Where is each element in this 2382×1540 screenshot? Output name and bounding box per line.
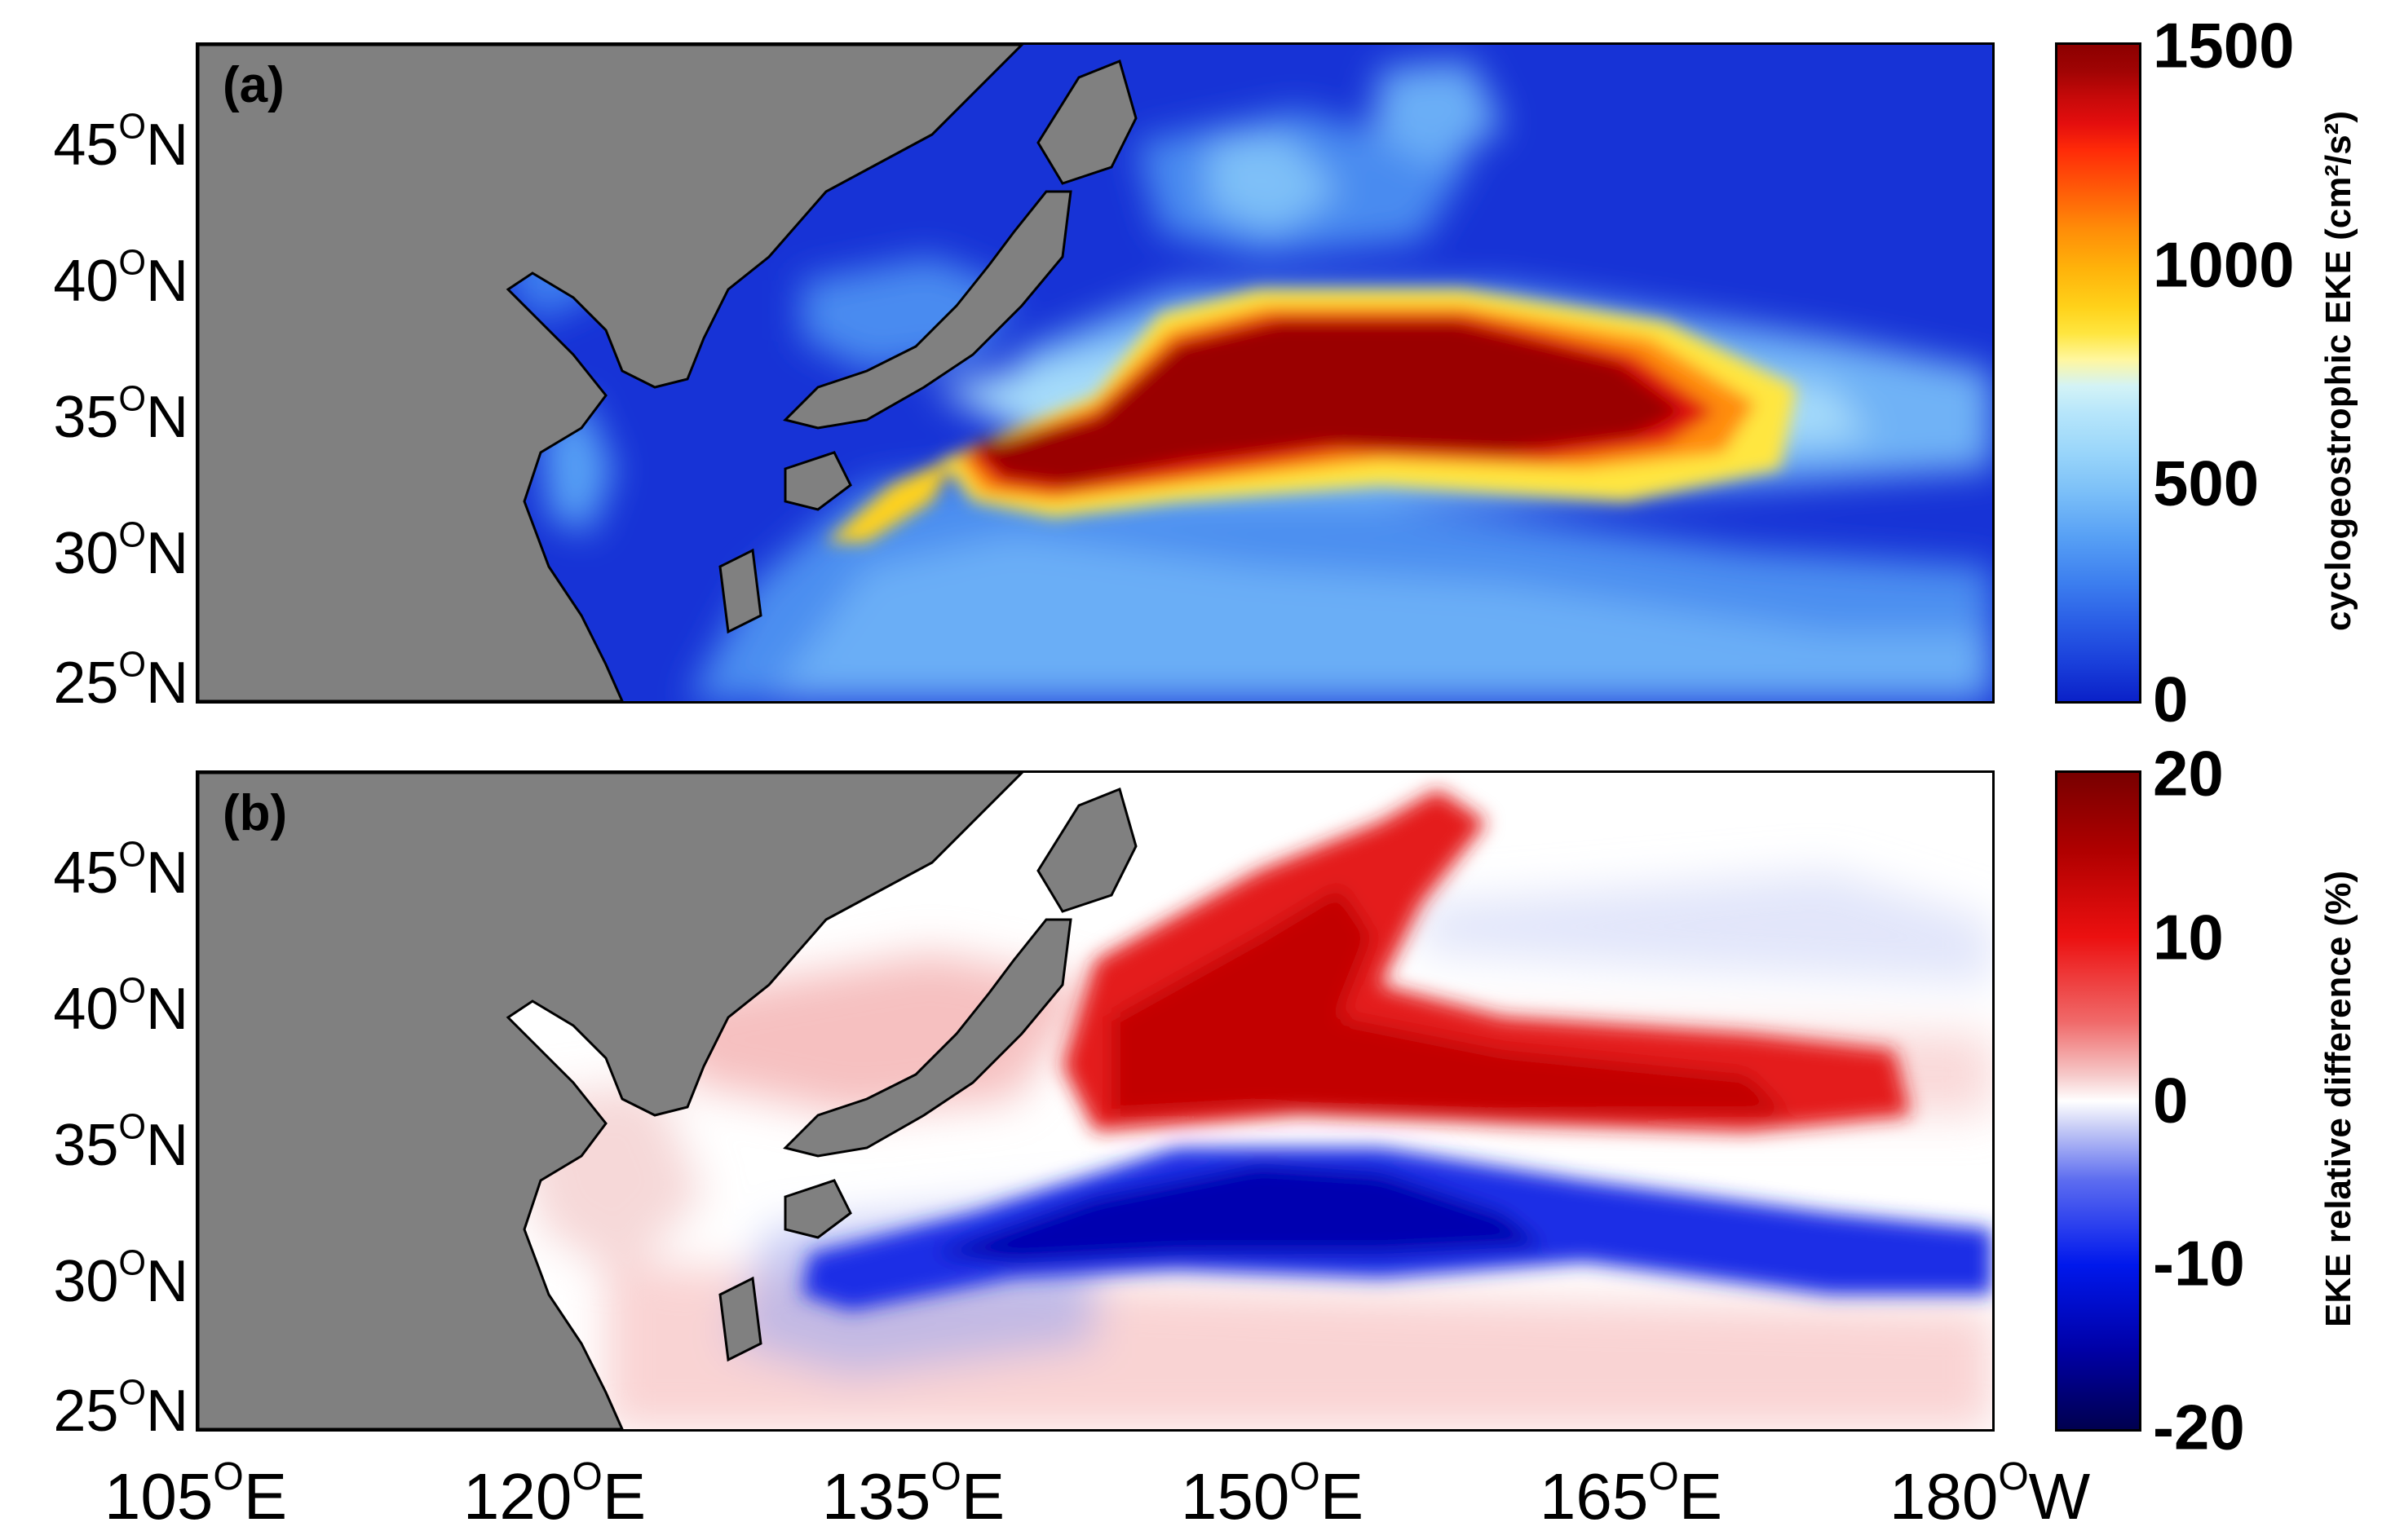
colorbar-tick: -20	[2153, 1391, 2245, 1463]
land	[198, 45, 1138, 701]
lat-tick-30n: 30ON	[53, 515, 188, 586]
eke-field-high	[826, 289, 1796, 542]
colorbar-title-b: EKE relative difference (%)	[2318, 871, 2358, 1327]
difference-field-strong	[802, 789, 1992, 1311]
colorbar-tick: 0	[2153, 1064, 2189, 1136]
colorbar-eke	[2055, 42, 2141, 704]
lat-tick-45n: 45ON	[53, 107, 188, 178]
colorbar-tick: 0	[2153, 663, 2189, 735]
colorbar-tick: 10	[2153, 901, 2224, 973]
lat-tick-40n: 40ON	[53, 243, 188, 314]
map-panel-b: (b)	[196, 770, 1995, 1432]
colorbar-tick: 500	[2153, 447, 2260, 519]
lat-tick-40n: 40ON	[53, 971, 188, 1042]
lat-tick-25n: 25ON	[53, 1373, 188, 1444]
land	[198, 773, 1138, 1429]
lat-tick-45n: 45ON	[53, 835, 188, 906]
lat-tick-30n: 30ON	[53, 1243, 188, 1314]
colorbar-tick: 20	[2153, 737, 2224, 810]
colorbar-title-a: cyclogeostrophic EKE (cm²/s²)	[2318, 110, 2358, 632]
panel-label-a: (a)	[223, 57, 285, 113]
lon-tick-135e: 135OE	[821, 1455, 1005, 1533]
colorbar-tick: 1500	[2153, 9, 2295, 82]
lat-tick-35n: 35ON	[53, 379, 188, 450]
lon-tick-120e: 120OE	[462, 1455, 647, 1533]
eke-map	[198, 45, 1992, 701]
colorbar-tick: 1000	[2153, 228, 2295, 301]
map-panel-a: (a)	[196, 42, 1995, 704]
panel-label-b: (b)	[223, 785, 288, 841]
eke-difference-map	[198, 773, 1992, 1429]
lat-tick-35n: 35ON	[53, 1107, 188, 1178]
colorbar-difference	[2055, 770, 2141, 1432]
lat-tick-25n: 25ON	[53, 645, 188, 716]
lon-tick-165e: 165OE	[1539, 1455, 1723, 1533]
eke-field-low	[508, 61, 1992, 701]
colorbar-tick: -10	[2153, 1227, 2245, 1300]
lon-tick-180w: 180OW	[1889, 1455, 2091, 1533]
lon-tick-105e: 105OE	[104, 1455, 288, 1533]
lon-tick-150e: 150OE	[1180, 1455, 1364, 1533]
